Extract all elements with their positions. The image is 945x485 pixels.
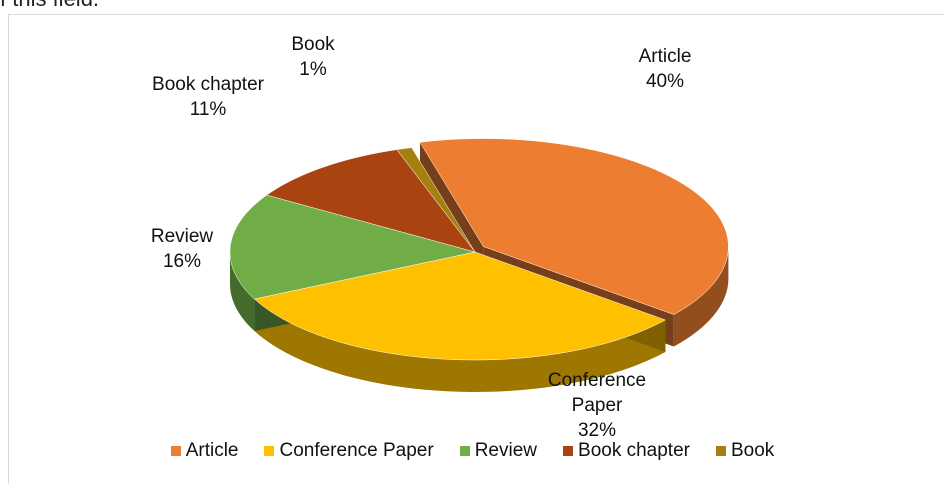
legend-item: Conference Paper [264, 440, 434, 462]
data-label: Book 1% [238, 32, 388, 82]
slice-side [254, 299, 666, 392]
legend-swatch [563, 446, 574, 456]
data-label-name: Conference Paper [547, 370, 647, 416]
legend-item: Article [170, 440, 239, 462]
legend-label: Article [185, 440, 239, 461]
data-label-name: Review [150, 226, 214, 247]
legend-label: Review [474, 440, 538, 461]
data-label-value: 40% [645, 71, 685, 92]
caption-fragment: f this field. [0, 0, 99, 12]
slice [419, 138, 729, 315]
legend-label: Conference Paper [279, 440, 434, 461]
slice-side [230, 252, 255, 332]
data-label-value: 1% [299, 59, 327, 80]
data-label: Conference Paper 32% [522, 368, 672, 443]
legend-swatch [715, 446, 726, 456]
legend-swatch [264, 446, 275, 456]
legend: Article Conference Paper Review Book chapte… [0, 440, 945, 462]
slice [253, 251, 667, 361]
chart-frame [8, 14, 944, 484]
data-label: Review 16% [107, 224, 257, 274]
data-label-name: Book chapter [152, 74, 264, 95]
data-label: Article 40% [590, 44, 740, 94]
data-label-value: 11% [189, 99, 227, 120]
legend-item: Book chapter [563, 440, 690, 462]
legend-swatch [459, 446, 470, 456]
legend-swatch [170, 446, 181, 456]
legend-item: Review [459, 440, 538, 462]
legend-label: Book chapter [578, 440, 690, 461]
slice [396, 147, 476, 253]
data-label-value: 32% [577, 420, 617, 441]
data-label: Book chapter 11% [133, 72, 283, 122]
slice-side [673, 246, 729, 347]
data-label-value: 16% [162, 251, 202, 272]
data-label-name: Article [638, 46, 692, 67]
legend-item: Book [715, 440, 775, 462]
legend-label: Book [730, 440, 775, 461]
slice [229, 194, 476, 300]
data-label-name: Book [291, 34, 335, 55]
slice [266, 149, 476, 253]
